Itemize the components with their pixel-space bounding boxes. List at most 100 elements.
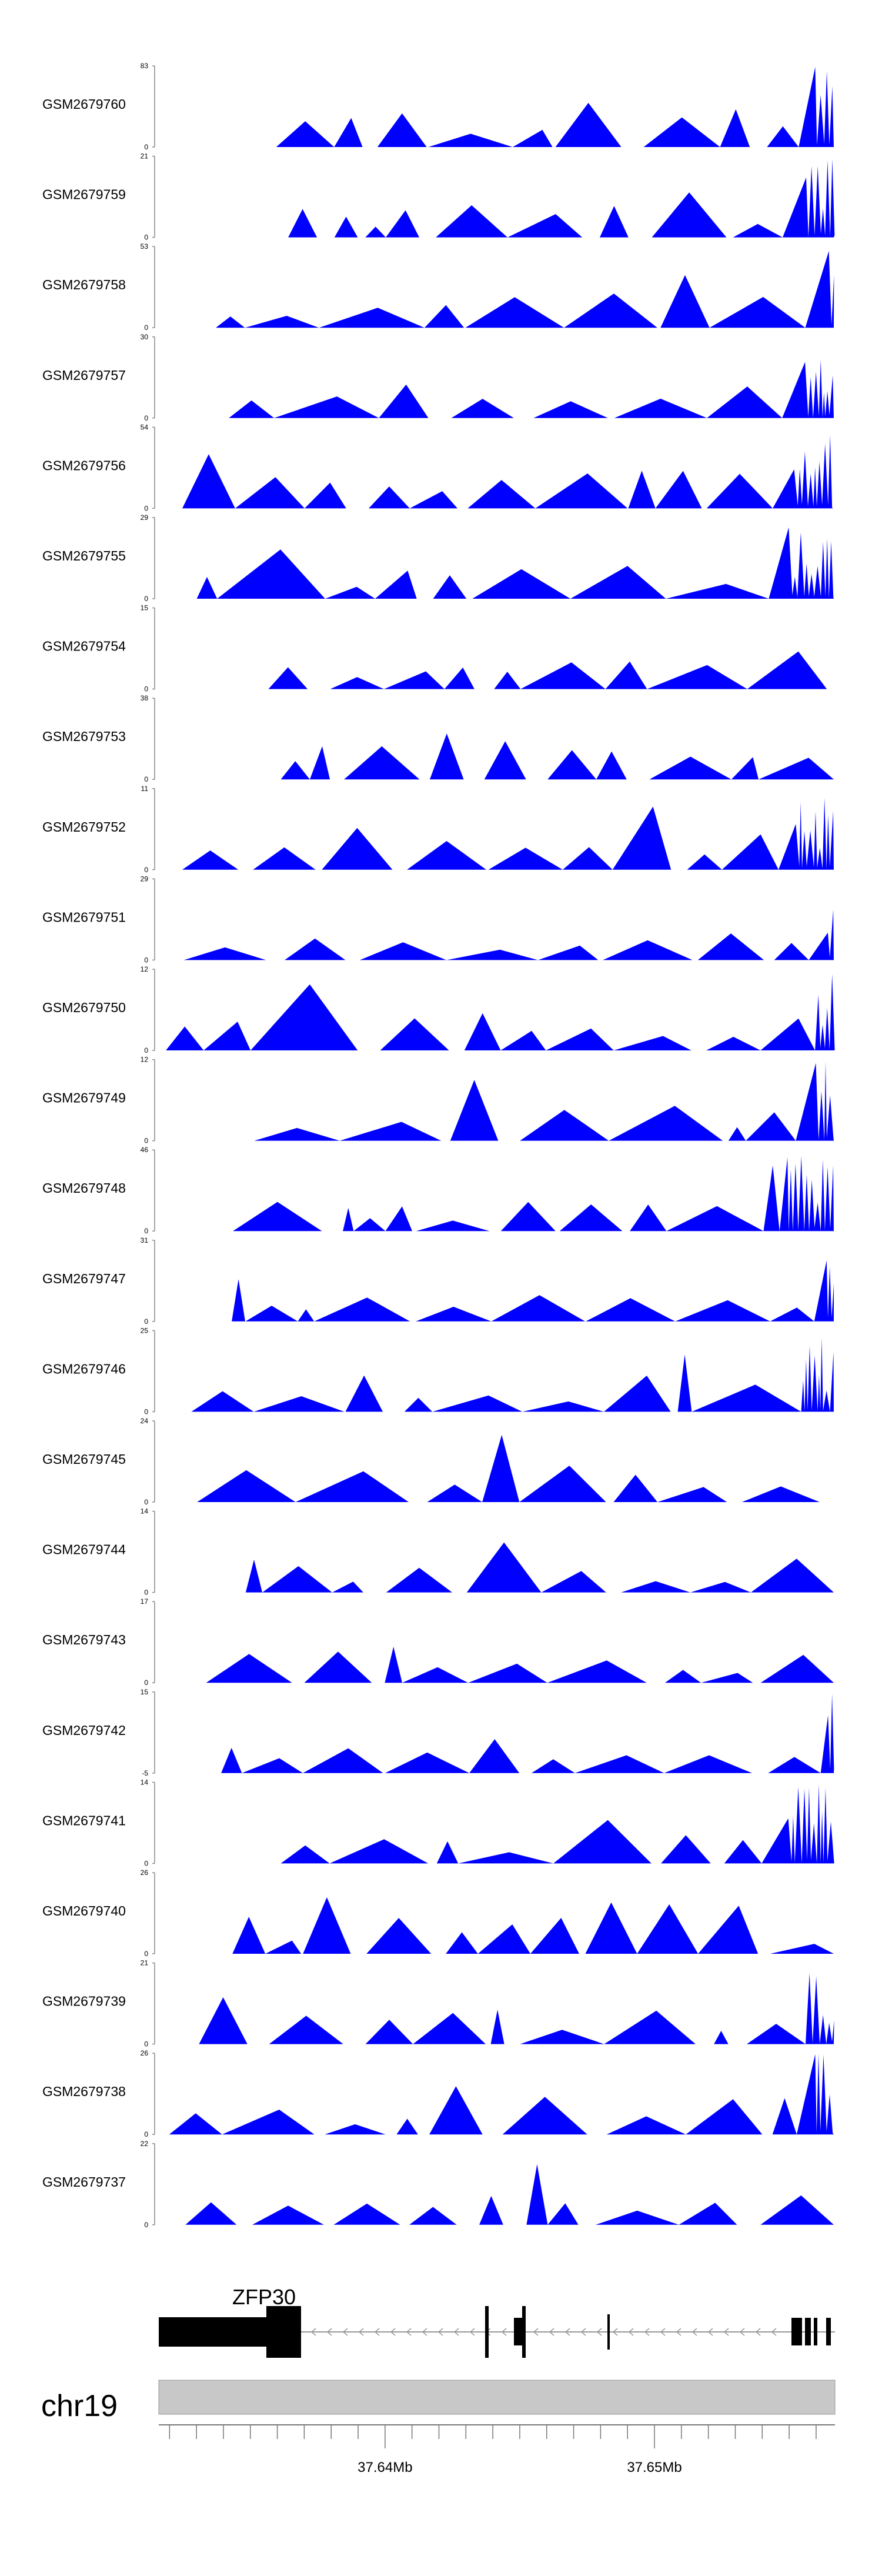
coverage-profile (245, 1542, 834, 1593)
chromosome-bar (158, 2380, 836, 2415)
coverage-track: GSM2679748 46 0 (42, 1146, 834, 1235)
gene-exon-block (826, 2318, 831, 2345)
strand-arrow (437, 2328, 443, 2336)
track-ymax-label: 25 (141, 1326, 149, 1334)
track-label: GSM2679749 (42, 1090, 126, 1106)
track-label: GSM2679760 (42, 96, 126, 112)
track-ymax-label: 11 (141, 785, 149, 793)
track-ymin-label: 0 (144, 1046, 148, 1055)
intron-strand-arrows (310, 2328, 777, 2336)
track-ymax-label: 12 (141, 1056, 149, 1064)
track-ymax-label: 15 (141, 604, 149, 612)
track-label: GSM2679754 (42, 639, 126, 654)
coverage-track: GSM2679739 21 0 (42, 1959, 834, 2048)
strand-arrow (501, 2328, 507, 2336)
coverage-track: GSM2679737 22 0 (42, 2140, 834, 2229)
coverage-tracks: GSM2679760830GSM2679759210GSM2679758530G… (42, 62, 835, 2229)
track-label: GSM2679751 (42, 909, 126, 925)
track-ymax-label: 30 (141, 333, 149, 341)
coverage-profile (229, 359, 834, 418)
track-label: GSM2679759 (42, 187, 126, 202)
coverage-profile (280, 1784, 834, 1864)
track-label: GSM2679740 (42, 1903, 126, 1918)
coverage-profile (183, 909, 834, 960)
coverage-profile (288, 159, 835, 238)
strand-arrow (660, 2328, 666, 2336)
coverage-profile (232, 1897, 834, 1954)
strand-arrow (739, 2328, 745, 2336)
track-ymin-label: 0 (144, 1679, 148, 1687)
coverage-profile (199, 1973, 834, 2044)
track-ymax-label: 14 (141, 1507, 149, 1516)
strand-arrow (691, 2328, 697, 2336)
track-ymax-label: 54 (141, 423, 149, 431)
track-label: GSM2679753 (42, 729, 126, 744)
coverage-track: GSM2679747 31 0 (42, 1236, 834, 1326)
track-ymin-label: 0 (144, 504, 148, 512)
strand-arrow (612, 2328, 618, 2336)
track-ymin-label: 0 (144, 1407, 148, 1416)
track-ymin-label: 0 (144, 956, 148, 964)
strand-arrow (326, 2328, 332, 2336)
coverage-profile (182, 798, 834, 870)
coverage-profile (185, 2164, 834, 2225)
coverage-track: GSM2679756 54 0 (42, 423, 834, 512)
coverage-profile (254, 1061, 834, 1141)
track-label: GSM2679757 (42, 368, 126, 383)
coverage-track: GSM2679757 30 0 (42, 333, 834, 422)
gene-exon-block (805, 2318, 811, 2345)
track-ymax-label: 83 (141, 62, 149, 70)
track-ymin-label: 0 (144, 866, 148, 874)
coverage-track: GSM2679759 21 0 (42, 152, 835, 242)
track-ymin-label: 0 (144, 1317, 148, 1326)
strand-arrow (549, 2328, 554, 2336)
track-ymax-label: 21 (141, 152, 149, 161)
gene-exon-block (485, 2306, 489, 2358)
track-ymax-label: 38 (141, 694, 149, 702)
track-ymax-label: 46 (141, 1146, 149, 1154)
track-ymin-label: 0 (144, 1227, 148, 1235)
track-ymax-label: 17 (141, 1597, 149, 1606)
track-ymin-label: 0 (144, 2221, 148, 2229)
track-ymax-label: 14 (141, 1778, 149, 1786)
coverage-track: GSM2679754 15 0 (42, 604, 834, 693)
strand-arrow (628, 2328, 634, 2336)
coverage-track: GSM2679744 14 0 (42, 1507, 834, 1597)
strand-arrow (358, 2328, 364, 2336)
genomic-axis-ticks (169, 2425, 817, 2448)
track-ymin-label: 0 (144, 595, 148, 603)
track-ymin-label: 0 (144, 2040, 148, 2048)
coverage-track: GSM2679753 38 0 (42, 694, 834, 783)
track-ymax-label: 21 (141, 1959, 149, 1967)
track-label: GSM2679755 (42, 548, 126, 563)
strand-arrow (644, 2328, 650, 2336)
track-ymax-label: 12 (141, 965, 149, 973)
coverage-track: GSM2679749 12 0 (42, 1056, 834, 1145)
coverage-track: GSM2679755 29 0 (42, 513, 834, 603)
track-ymin-label: 0 (144, 1498, 148, 1506)
coverage-track: GSM2679751 29 0 (42, 875, 834, 964)
track-ymin-label: 0 (144, 233, 148, 242)
strand-arrow (374, 2328, 380, 2336)
track-ymax-label: 24 (141, 1417, 149, 1425)
strand-arrow (564, 2328, 570, 2336)
track-ymax-label: 15 (141, 1688, 149, 1696)
track-label: GSM2679752 (42, 819, 126, 835)
track-ymin-label: 0 (144, 143, 148, 151)
coverage-track: GSM2679758 53 0 (42, 242, 834, 332)
gene-utr-block (159, 2317, 268, 2347)
chromosome-track: chr19 (41, 2380, 836, 2423)
genomic-axis: 37.64Mb 37.65Mb (159, 2424, 835, 2475)
genomic-axis-label: 37.65Mb (627, 2460, 681, 2475)
track-label: GSM2679741 (42, 1813, 126, 1828)
track-ymin-label: 0 (144, 2130, 148, 2138)
coverage-track: GSM2679738 26 0 (42, 2049, 834, 2138)
coverage-profile (191, 1337, 834, 1412)
gene-exon-block (814, 2318, 817, 2345)
strand-arrow (723, 2328, 729, 2336)
track-ymax-label: 31 (141, 1236, 149, 1244)
track-ymin-label: 0 (144, 1859, 148, 1867)
track-ymax-label: 26 (141, 1868, 149, 1877)
coverage-profile (233, 1156, 834, 1232)
